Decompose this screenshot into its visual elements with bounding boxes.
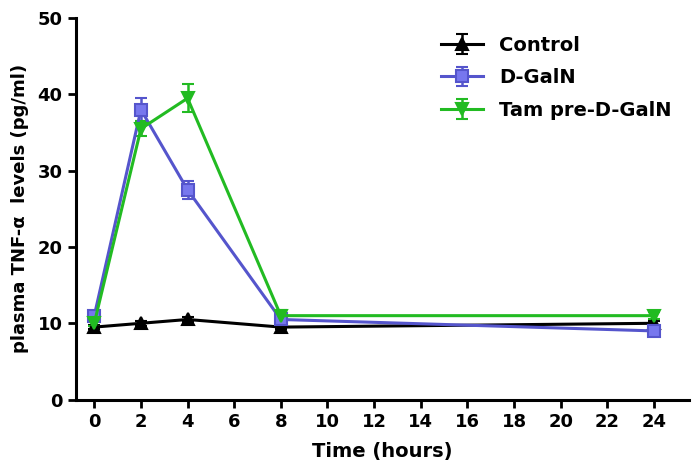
Y-axis label: plasma TNF-α  levels (pg/ml): plasma TNF-α levels (pg/ml) [11,64,29,354]
X-axis label: Time (hours): Time (hours) [312,442,452,461]
Legend: Control, D-GalN, Tam pre-D-GalN: Control, D-GalN, Tam pre-D-GalN [433,28,679,127]
